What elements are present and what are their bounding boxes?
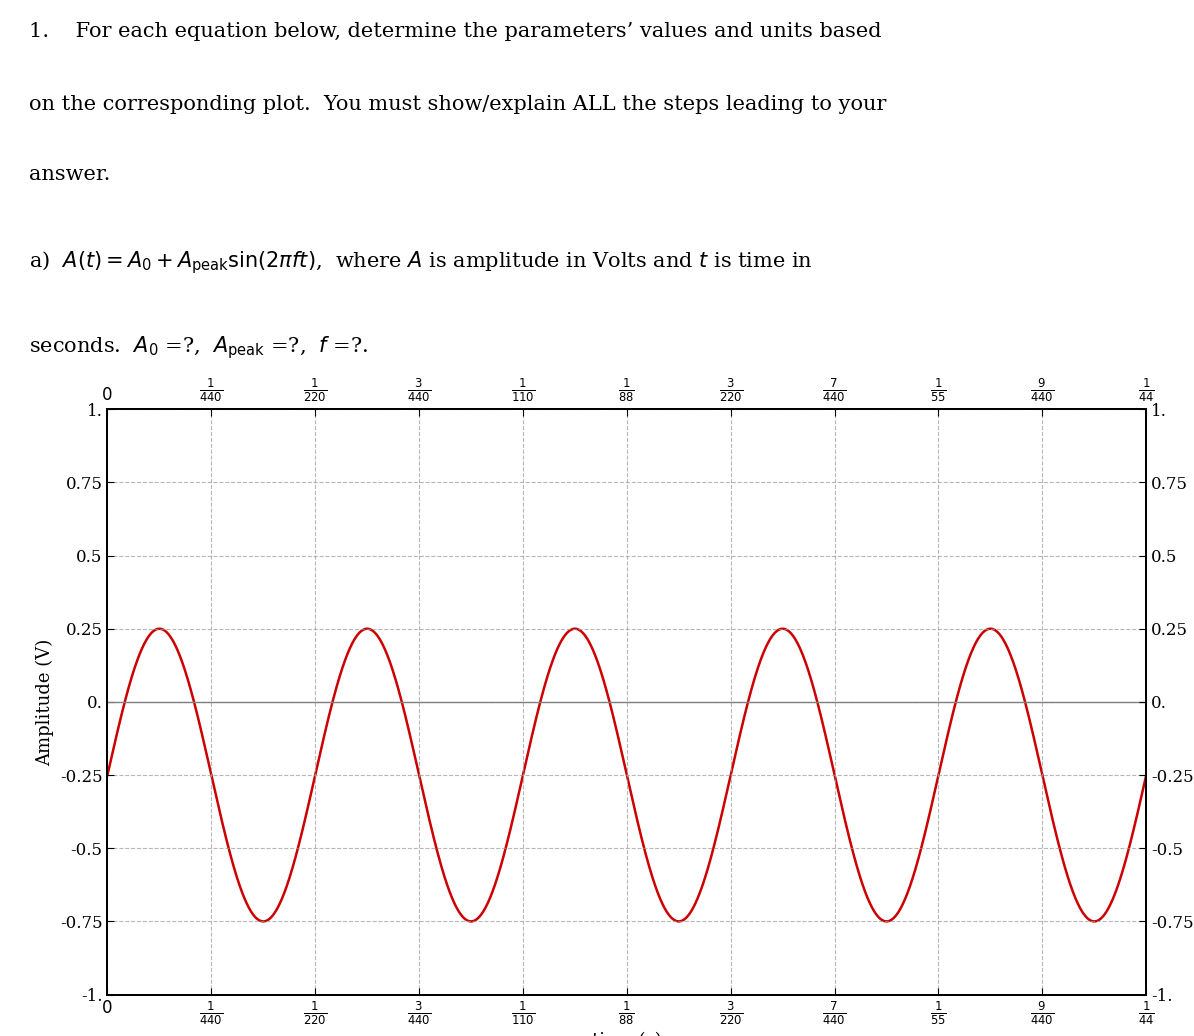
X-axis label: time (s): time (s)	[592, 1033, 661, 1036]
Text: on the corresponding plot.  You must show/explain ALL the steps leading to your: on the corresponding plot. You must show…	[30, 95, 887, 114]
Text: answer.: answer.	[30, 165, 111, 183]
Text: 1.    For each equation below, determine the parameters’ values and units based: 1. For each equation below, determine th…	[30, 22, 882, 41]
Y-axis label: Amplitude (V): Amplitude (V)	[36, 638, 55, 766]
Text: a)  $A(t) = A_0 + A_\mathrm{peak}\sin(2\pi ft)$,  where $A$ is amplitude in Volt: a) $A(t) = A_0 + A_\mathrm{peak}\sin(2\p…	[30, 250, 813, 277]
Text: seconds.  $A_0$ =?,  $A_\mathrm{peak}$ =?,  $f$ =?.: seconds. $A_0$ =?, $A_\mathrm{peak}$ =?,…	[30, 335, 369, 362]
